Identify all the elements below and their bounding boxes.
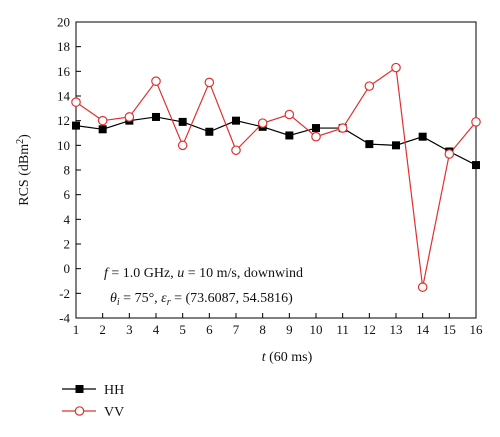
x-tick-label: 13 <box>390 322 403 337</box>
data-point-hh <box>418 132 427 141</box>
x-tick-label: 11 <box>336 322 349 337</box>
data-point-hh <box>472 161 480 170</box>
y-axis-title-tail: ) <box>17 134 32 139</box>
data-point-vv <box>177 140 188 151</box>
y-tick-label: 4 <box>64 212 71 227</box>
series-line-hh <box>75 116 477 166</box>
legend-hh-marker <box>75 385 84 393</box>
annotation-epsilon-value: = (73.6087, 54.5816) <box>171 291 294 306</box>
x-tick-label: 5 <box>179 322 186 337</box>
x-tick-label: 7 <box>233 322 240 337</box>
data-point-vv <box>204 77 215 88</box>
data-point-vv <box>471 117 481 127</box>
annotation-theta-subscript: i <box>117 297 120 308</box>
data-point-vv <box>391 62 401 73</box>
y-tick-label: -4 <box>59 311 70 326</box>
y-axis-title-sup: 2 <box>15 139 26 144</box>
x-tick-label: 6 <box>206 322 213 337</box>
data-point-vv <box>337 123 348 133</box>
data-point-hh <box>312 124 320 133</box>
x-tick-label: 3 <box>126 322 133 337</box>
y-tick-label: 18 <box>57 39 70 54</box>
data-point-vv <box>124 112 135 122</box>
x-tick-label: 16 <box>470 322 484 337</box>
annotation-f-value: = 1.0 GHz, <box>108 266 177 281</box>
data-point-hh <box>392 141 400 150</box>
data-point-vv <box>257 118 268 128</box>
y-tick-label: -2 <box>59 286 70 301</box>
annotation-u-symbol: u <box>177 266 184 281</box>
y-axis-title-base: RCS (dBm <box>17 144 32 206</box>
y-tick-label: 10 <box>57 138 70 153</box>
annotation-theta-symbol: θ <box>110 291 117 306</box>
x-tick-label: 1 <box>73 322 80 337</box>
x-axis-title-var: t <box>262 350 267 365</box>
data-point-hh <box>365 140 374 149</box>
series-layer <box>71 62 481 292</box>
y-tick-label: 14 <box>57 89 71 104</box>
x-tick-label: 10 <box>310 322 323 337</box>
data-point-vv <box>284 109 295 120</box>
x-tick-label: 14 <box>416 322 430 337</box>
data-point-vv <box>417 282 428 292</box>
y-tick-label: 16 <box>57 64 71 79</box>
data-point-vv <box>444 149 455 159</box>
annotation-theta-value: = 75°, <box>120 291 162 306</box>
data-point-vv <box>311 131 321 142</box>
data-point-vv <box>151 76 161 86</box>
data-point-vv <box>97 115 108 126</box>
data-point-vv <box>231 145 241 156</box>
x-axis-title: t (60 ms) <box>262 350 313 365</box>
y-tick-label: 20 <box>57 15 70 30</box>
data-point-hh <box>178 117 187 126</box>
legend-item-hh: HH <box>62 383 124 398</box>
y-tick-label: 0 <box>64 261 71 276</box>
annotation-epsilon-symbol: ε <box>161 291 167 306</box>
x-tick-label: 12 <box>363 322 376 337</box>
data-point-hh <box>98 125 107 134</box>
data-point-vv <box>364 81 375 91</box>
data-point-vv <box>71 97 81 107</box>
legend-item-vv: VV <box>62 405 124 420</box>
y-tick-label: 6 <box>64 187 71 202</box>
series-line-vv <box>75 66 477 288</box>
y-tick-label: 8 <box>64 163 71 178</box>
x-axis-ticks: 1 2 3 4 5 6 7 8 9 10 11 12 13 14 15 16 <box>73 313 483 337</box>
annotation-f-symbol: f <box>104 266 110 281</box>
data-point-hh <box>152 112 160 121</box>
data-point-hh <box>285 131 294 140</box>
data-point-hh <box>232 116 240 125</box>
y-tick-label: 12 <box>57 113 70 128</box>
annotation-u-value: = 10 m/s, downwind <box>184 266 303 281</box>
x-tick-label: 8 <box>259 322 266 337</box>
y-tick-label: 2 <box>64 237 71 252</box>
legend: HH VV <box>62 383 124 420</box>
legend-vv-label: VV <box>104 405 124 420</box>
x-axis-title-unit: (60 ms) <box>269 350 313 365</box>
x-tick-label: 15 <box>443 322 456 337</box>
annotation-line-1: f = 1.0 GHz, u = 10 m/s, downwind <box>104 266 303 281</box>
legend-hh-label: HH <box>104 383 124 398</box>
y-axis-title: RCS (dBm2) <box>15 134 32 206</box>
x-tick-label: 4 <box>153 322 160 337</box>
data-point-hh <box>205 127 214 136</box>
annotation-epsilon-subscript: r <box>167 297 171 308</box>
data-point-hh <box>72 121 80 130</box>
legend-vv-marker <box>74 406 85 416</box>
y-axis-ticks: -4 -2 0 2 4 6 8 10 12 14 16 18 20 <box>57 15 81 326</box>
x-tick-label: 9 <box>286 322 293 337</box>
x-tick-label: 2 <box>99 322 106 337</box>
annotation-line-2: θi = 75°, εr = (73.6087, 54.5816) <box>110 291 293 308</box>
